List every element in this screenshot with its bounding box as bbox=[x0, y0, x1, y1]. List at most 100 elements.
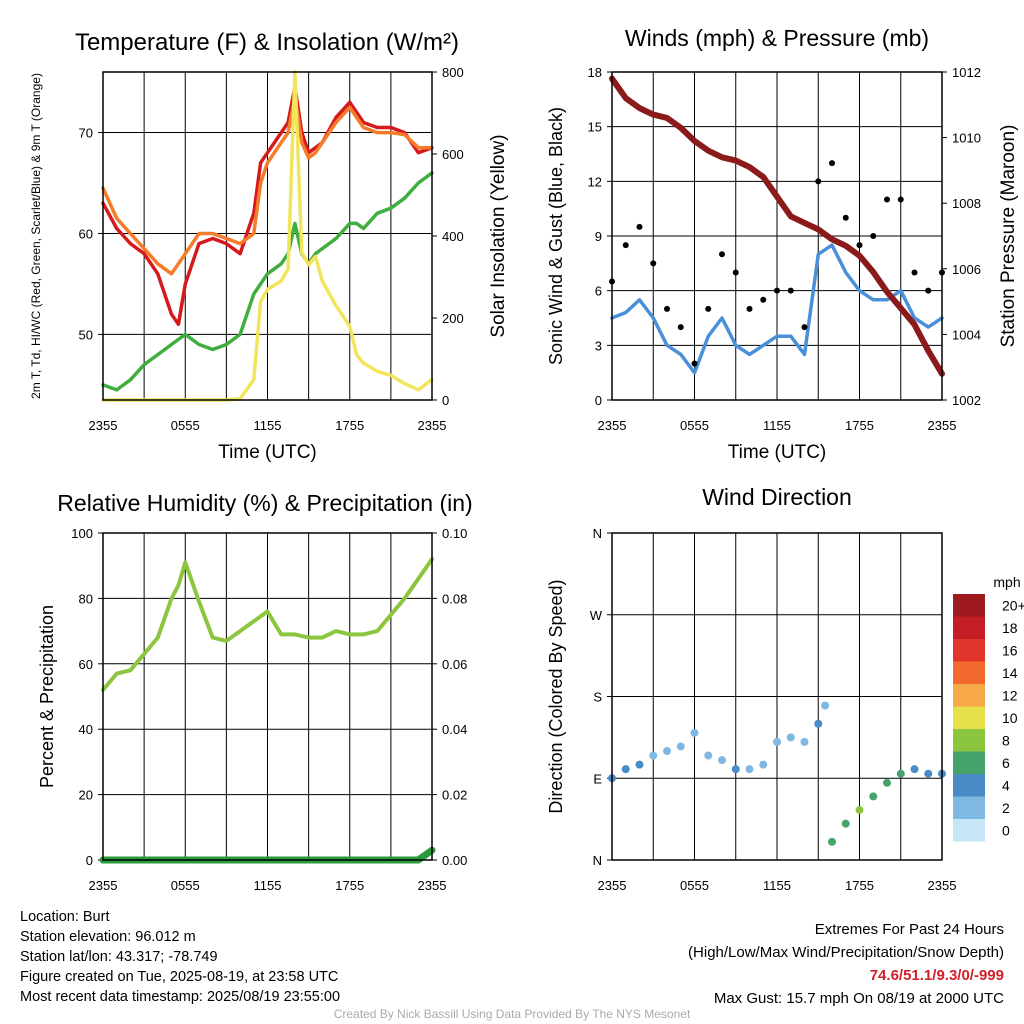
wind-gust-point bbox=[925, 287, 932, 294]
rh-xtick-label: 0555 bbox=[171, 878, 200, 893]
wdir-point bbox=[663, 747, 671, 755]
wdir-point bbox=[924, 769, 933, 778]
rh-panel: Relative Humidity (%) & Precipitation (i… bbox=[37, 490, 473, 893]
wind-xtick-label: 1755 bbox=[845, 418, 874, 433]
colorbar-swatch bbox=[953, 684, 985, 707]
wdir-xtick-label: 0555 bbox=[680, 878, 709, 893]
wdir-point bbox=[821, 701, 830, 710]
wind-gust-point bbox=[787, 287, 794, 294]
rh-ytick-right-label: 0.08 bbox=[442, 591, 467, 606]
wind-panel: Winds (mph) & Pressure (mb) 2355 0555 1155 1… bbox=[546, 25, 1019, 463]
colorbar-label: 2 bbox=[1002, 800, 1010, 816]
temp-ytick-right-label: 600 bbox=[442, 147, 464, 162]
temp-xtick-label: 1155 bbox=[254, 418, 282, 433]
wind-ytick-right-label: 1010 bbox=[952, 131, 981, 146]
wdir-point bbox=[759, 760, 768, 769]
wdir-ytick-label: S bbox=[593, 690, 602, 705]
rh-ytick-right-label: 0.06 bbox=[442, 657, 467, 672]
rh-ytick-right-label: 0.02 bbox=[442, 788, 467, 803]
colorbar-swatch bbox=[953, 819, 985, 842]
wind-gust-point bbox=[884, 196, 890, 203]
temp-xtick-label: 0555 bbox=[171, 418, 200, 433]
colorbar-label: 0 bbox=[1002, 822, 1010, 838]
wind-xlabel: Time (UTC) bbox=[728, 442, 827, 463]
wind-gust-point bbox=[829, 160, 835, 167]
wind-ytick-label: 9 bbox=[595, 229, 602, 244]
max-gust-text: Max Gust: 15.7 mph On 08/19 at 2000 UTC bbox=[713, 990, 1004, 1007]
wdir-point bbox=[621, 765, 630, 774]
wind-ytick-label: 0 bbox=[595, 393, 602, 408]
wind-ytick-label: 6 bbox=[595, 284, 602, 299]
temp-ytick-label: 50 bbox=[79, 327, 93, 342]
wind-gust-point bbox=[650, 260, 657, 267]
rh-xtick-label: 2355 bbox=[89, 878, 118, 893]
wdir-xtick-label: 1155 bbox=[763, 878, 791, 893]
wdir-point bbox=[841, 819, 850, 828]
wind-ytick-right-label: 1004 bbox=[952, 327, 981, 342]
wind-gust-point bbox=[636, 223, 643, 230]
wdir-point bbox=[649, 751, 658, 760]
colorbar-label: 6 bbox=[1002, 755, 1010, 771]
wind-ytick-label: 12 bbox=[588, 174, 602, 189]
wdir-xtick-label: 1755 bbox=[845, 878, 874, 893]
extremes-box: Extremes For Past 24 Hours (High/Low/Max… bbox=[688, 918, 1004, 1010]
colorbar-swatch bbox=[953, 729, 985, 752]
temp-xlabel: Time (UTC) bbox=[218, 442, 317, 463]
wind-gust-point bbox=[774, 287, 780, 294]
temp-panel: Temperature (F) & Insolation (W/m²) 2355 0… bbox=[29, 29, 509, 463]
wdir-point bbox=[786, 733, 795, 742]
wind-xtick-label: 2355 bbox=[928, 418, 957, 433]
wind-title: Winds (mph) & Pressure (mb) bbox=[625, 25, 929, 51]
wdir-point bbox=[745, 765, 754, 774]
elevation-text: Station elevation: 96.012 m bbox=[20, 929, 196, 945]
wdir-point bbox=[676, 742, 685, 751]
rh-xtick-label: 1155 bbox=[254, 878, 282, 893]
colorbar-label: 16 bbox=[1002, 642, 1018, 658]
wind-gust-point bbox=[801, 324, 808, 331]
created-text: Figure created on Tue, 2025-08-19, at 23… bbox=[20, 969, 339, 985]
colorbar-swatch bbox=[953, 774, 985, 797]
location-text: Location: Burt bbox=[20, 909, 110, 925]
wdir-panel: Wind Direction 2355 0555 1155 1755 2355 N E S W N D… bbox=[546, 484, 1024, 893]
rh-ytick-right-label: 0.10 bbox=[442, 526, 467, 541]
colorbar-unit: mph bbox=[993, 574, 1020, 590]
wind-ytick-right-label: 1008 bbox=[952, 196, 981, 211]
temp-ytick-right-label: 400 bbox=[442, 229, 464, 244]
temp-ytick-right-label: 800 bbox=[442, 65, 464, 80]
wdir-point bbox=[855, 806, 864, 815]
colorbar-swatch bbox=[953, 661, 985, 684]
colorbar-swatch bbox=[953, 594, 985, 617]
rh-ytick-right-label: 0.04 bbox=[442, 722, 467, 737]
wdir-ytick-label: N bbox=[593, 853, 602, 868]
wind-gust-point bbox=[897, 196, 904, 203]
wind-gust-point bbox=[842, 214, 849, 221]
colorbar-label: 14 bbox=[1002, 665, 1018, 681]
wind-ytick-right-label: 1002 bbox=[952, 393, 981, 408]
rh-ytick-label: 40 bbox=[79, 722, 93, 737]
wind-gust-point bbox=[815, 178, 822, 185]
wind-ylabel: Sonic Wind & Gust (Blue, Black) bbox=[546, 107, 566, 365]
temp-t9-line bbox=[101, 95, 434, 276]
wind-ytick-label: 18 bbox=[588, 65, 602, 80]
wind-xtick-label: 2355 bbox=[598, 418, 627, 433]
station-info: Location: Burt Station elevation: 96.012… bbox=[20, 907, 340, 1007]
wdir-ytick-label: E bbox=[593, 771, 602, 786]
wind-ylabel-right: Station Pressure (Maroon) bbox=[998, 125, 1019, 348]
wdir-frame bbox=[611, 532, 943, 861]
credit-text: Created By Nick Bassill Using Data Provi… bbox=[333, 1007, 691, 1021]
rh-ytick-label: 80 bbox=[79, 591, 93, 606]
wdir-point bbox=[883, 778, 891, 787]
temp-ytick-right-label: 0 bbox=[442, 393, 449, 408]
wind-frame bbox=[611, 71, 943, 401]
wdir-xtick-label: 2355 bbox=[928, 878, 957, 893]
temp-ylabel-right: Solar Insolation (Yellow) bbox=[488, 134, 509, 337]
wdir-point bbox=[869, 792, 878, 801]
wind-gust-point bbox=[911, 269, 918, 276]
temp-frame bbox=[102, 71, 433, 401]
temp-ytick-label: 60 bbox=[79, 226, 93, 241]
rh-xtick-label: 1755 bbox=[335, 878, 364, 893]
temp-ytick-right-label: 200 bbox=[442, 311, 464, 326]
rh-ytick-label: 0 bbox=[86, 853, 93, 868]
colorbar-swatch bbox=[953, 706, 985, 729]
colorbar-label: 12 bbox=[1002, 687, 1018, 703]
